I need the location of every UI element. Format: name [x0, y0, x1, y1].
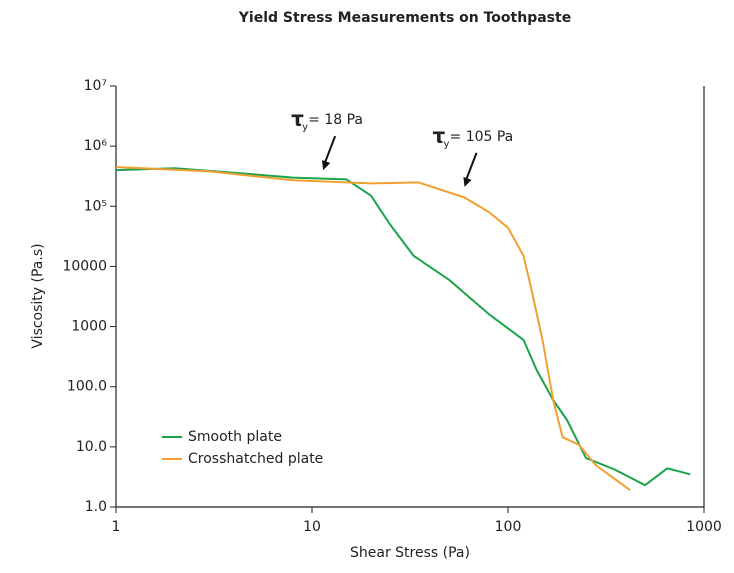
x-axis-label: Shear Stress (Pa)	[350, 545, 470, 561]
legend-label: Smooth plate	[188, 429, 282, 445]
annotation-subscript: y	[444, 139, 450, 150]
annotation: τy = 18 Pa	[291, 107, 363, 171]
y-tick-label: 10000	[62, 258, 107, 274]
y-tick-label: 10⁵	[84, 198, 107, 214]
annotation: τy = 105 Pa	[433, 123, 514, 187]
annotation-arrow	[324, 135, 337, 163]
y-tick-label: 1000	[71, 319, 107, 335]
x-tick-label: 10	[303, 519, 321, 535]
series-line	[115, 167, 691, 487]
series-line	[115, 166, 631, 492]
x-tick-label: 100	[495, 519, 522, 535]
x-tick-label: 1000	[686, 519, 722, 535]
annotation-subscript: y	[302, 122, 308, 133]
chart-title: Yield Stress Measurements on Toothpaste	[238, 10, 571, 26]
y-tick-label: 1.0	[85, 499, 107, 515]
x-tick-label: 1	[112, 519, 121, 535]
annotation-symbol: τ	[433, 123, 446, 147]
arrow-head	[322, 160, 331, 171]
y-tick-label: 10⁷	[84, 78, 107, 94]
y-tick-label: 100.0	[67, 379, 107, 395]
annotation-arrow	[465, 152, 478, 180]
legend-label: Crosshatched plate	[188, 451, 323, 467]
y-tick-label: 10⁶	[84, 138, 108, 154]
y-axis-label: Viscosity (Pa.s)	[30, 243, 46, 348]
arrow-head	[463, 177, 472, 187]
y-tick-label: 10.0	[76, 439, 107, 455]
annotation-symbol: τ	[291, 107, 304, 131]
annotation-text: = 18 Pa	[308, 112, 363, 128]
annotation-text: = 105 Pa	[450, 129, 514, 145]
